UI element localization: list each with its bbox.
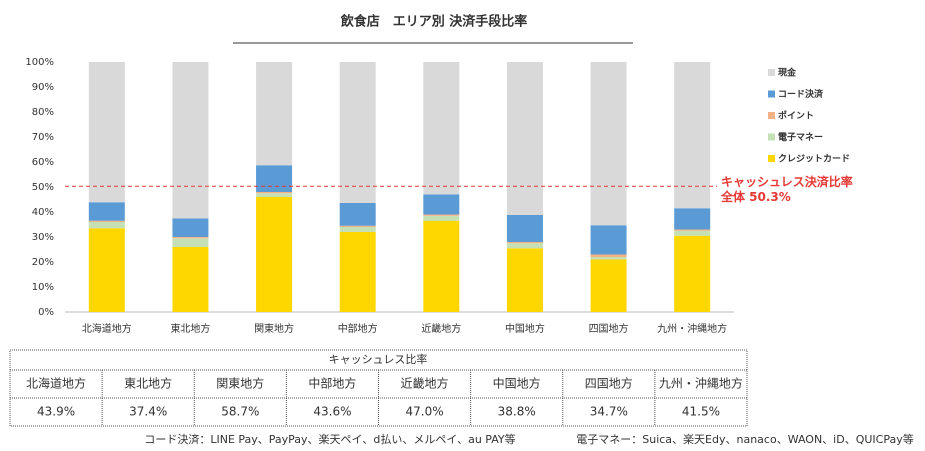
x-tick-label: 九州・沖縄地方 [657, 322, 727, 335]
bar-segment [172, 218, 209, 237]
table-title: キャッシュレス比率 [329, 352, 428, 366]
table-cell: 43.6% [313, 405, 351, 419]
bar-segment [339, 203, 376, 226]
x-tick-label: 近畿地方 [421, 322, 461, 335]
bar-segment [506, 243, 543, 249]
bar-segment [88, 220, 125, 222]
table-header-cell: 近畿地方 [401, 376, 449, 391]
table-cell: 58.7% [221, 405, 259, 419]
table-header-cell: 四国地方 [585, 376, 633, 391]
table-header-cell: 東北地方 [124, 376, 172, 391]
y-tick-label: 70% [32, 132, 54, 143]
bar-segment [256, 197, 293, 312]
y-tick-label: 90% [32, 82, 54, 93]
table-cell: 43.9% [37, 405, 75, 419]
table-header-cell: 九州・沖縄地方 [659, 376, 743, 391]
table-frame [9, 349, 748, 427]
y-tick-label: 0% [38, 307, 54, 318]
bar-segment [674, 229, 711, 231]
bar-segment [423, 215, 460, 221]
table-header-cell: 関東地方 [216, 376, 264, 391]
bar-segment [339, 227, 376, 232]
y-tick-label: 30% [32, 232, 54, 243]
legend-swatch [768, 90, 775, 98]
bar-segment [423, 214, 460, 216]
legend-swatch [768, 112, 775, 119]
bar-segment [506, 215, 543, 242]
x-tick-label: 東北地方 [170, 322, 210, 335]
legend-swatch [768, 69, 775, 76]
y-tick-label: 40% [32, 207, 54, 218]
legend-label: ポイント [778, 110, 814, 122]
table-header-cell: 北海道地方 [26, 376, 86, 391]
bar-segment [674, 235, 711, 312]
bar-segment [590, 259, 627, 312]
reference-value: 全体 50.3% [720, 189, 791, 204]
bar-segment [423, 62, 460, 195]
bar-segment [339, 62, 376, 203]
bar-segment [88, 228, 125, 312]
bar-segment [506, 248, 543, 312]
reference-label: キャッシュレス決済比率 [721, 174, 853, 189]
table-cell: 34.7% [590, 405, 628, 419]
bar-segment [506, 242, 543, 244]
bar-segment [172, 237, 209, 239]
table-header-cell: 中国地方 [493, 376, 541, 391]
bar-segment [590, 62, 627, 226]
footnote: 電子マネー：Suica、楽天Edy、nanaco、WAON、iD、QUICPay… [576, 432, 914, 446]
bar-segment [506, 62, 543, 215]
y-tick-label: 50% [32, 182, 54, 193]
table-cell: 41.5% [682, 405, 720, 419]
bar-segment [339, 232, 376, 312]
y-tick-label: 80% [32, 107, 54, 118]
y-tick-label: 20% [32, 257, 54, 268]
table-cell: 37.4% [129, 405, 167, 419]
bar-segment [88, 202, 125, 221]
legend-label: コード決済 [778, 88, 824, 100]
bar-segment [423, 220, 460, 312]
table-header-cell: 中部地方 [308, 376, 356, 391]
y-tick-label: 60% [32, 157, 54, 168]
legend-swatch [768, 155, 775, 162]
legend-swatch [768, 133, 775, 141]
legend-label: クレジットカード [778, 154, 850, 165]
x-tick-label: 四国地方 [589, 322, 629, 335]
bar-segment [256, 193, 293, 197]
bar-segment [590, 257, 627, 260]
x-tick-label: 中国地方 [505, 322, 545, 335]
table-cell: 38.8% [498, 405, 536, 419]
legend-label: 現金 [778, 67, 797, 79]
footnote: コード決済：LINE Pay、PayPay、楽天ペイ、d払い、メルペイ、au P… [144, 432, 515, 446]
bar-segment [172, 238, 209, 247]
chart-title: 飲食店 エリア別 決済手段比率 [340, 14, 528, 30]
y-tick-label: 100% [25, 57, 54, 68]
bar-segment [674, 230, 711, 236]
bar-segment [256, 192, 293, 194]
legend-label: 電子マネー [778, 132, 823, 143]
bar-segment [256, 165, 293, 192]
bar-segment [674, 62, 711, 209]
table-cell: 47.0% [406, 405, 444, 419]
x-tick-label: 関東地方 [254, 322, 294, 335]
x-tick-label: 北海道地方 [82, 322, 132, 335]
bar-segment [88, 222, 125, 229]
bar-segment [339, 225, 376, 227]
bar-segment [172, 62, 209, 219]
bar-segment [256, 62, 293, 166]
bar-segment [172, 247, 209, 312]
bar-segment [423, 194, 460, 215]
y-tick-label: 10% [32, 282, 54, 293]
bar-segment [674, 208, 711, 230]
bar-segment [590, 225, 627, 255]
bar-segment [88, 62, 125, 203]
bar-segment [590, 254, 627, 257]
x-tick-label: 中部地方 [338, 322, 378, 335]
